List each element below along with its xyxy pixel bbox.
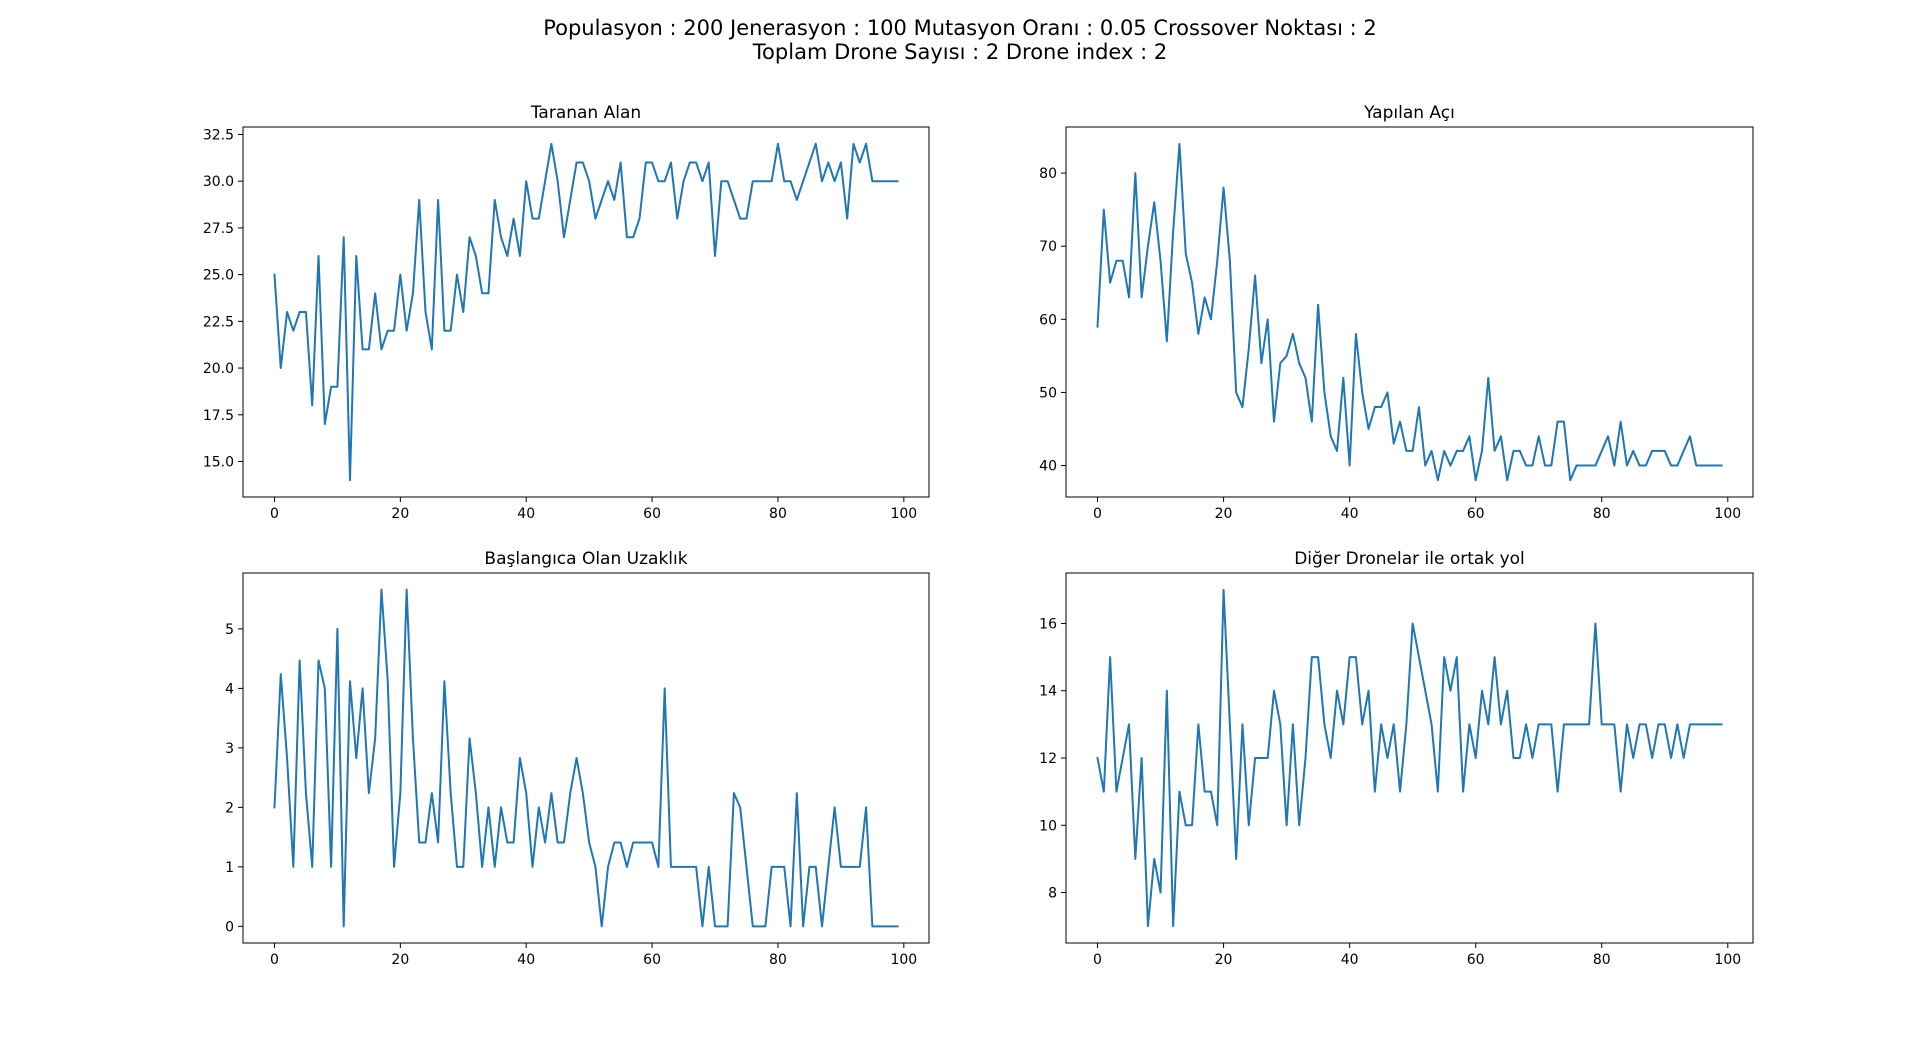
y-tick-label: 40 bbox=[1039, 459, 1057, 475]
y-tick-label: 27.5 bbox=[203, 221, 234, 237]
y-tick-label: 2 bbox=[225, 800, 234, 816]
x-tick-label: 60 bbox=[1467, 952, 1485, 968]
x-tick-label: 100 bbox=[890, 506, 917, 522]
y-tick-label: 8 bbox=[1048, 886, 1057, 902]
x-tick-label: 60 bbox=[1467, 506, 1485, 522]
y-tick-label: 22.5 bbox=[203, 314, 234, 330]
y-tick-label: 17.5 bbox=[203, 408, 234, 424]
y-tick-label: 16 bbox=[1039, 616, 1057, 632]
y-tick-label: 25.0 bbox=[203, 268, 234, 284]
y-tick-label: 70 bbox=[1039, 239, 1057, 255]
x-tick-label: 20 bbox=[391, 952, 409, 968]
y-tick-label: 0 bbox=[225, 919, 234, 935]
x-tick-label: 80 bbox=[1593, 952, 1611, 968]
series-line bbox=[1096, 588, 1723, 928]
x-tick-label: 60 bbox=[643, 952, 661, 968]
subplot-2: Yapılan Açı 0 20 40 60 80 100 40 50 60 70 80 bbox=[1039, 103, 1754, 522]
x-tick-label: 20 bbox=[391, 506, 409, 522]
x-tick-label: 100 bbox=[890, 952, 917, 968]
y-tick-label: 20.0 bbox=[203, 361, 234, 377]
axes-frame bbox=[242, 126, 930, 498]
y-tick-label: 5 bbox=[225, 622, 234, 638]
series-line bbox=[273, 588, 899, 928]
x-tick-label: 40 bbox=[1341, 506, 1359, 522]
subplot-3: Başlangıca Olan Uzaklık 0 20 40 60 80 100 0 1 2 3 4… bbox=[225, 549, 930, 968]
x-tick-label: 20 bbox=[1215, 506, 1233, 522]
subplot-title: Başlangıca Olan Uzaklık bbox=[484, 549, 687, 569]
series-line bbox=[273, 142, 899, 482]
x-tick-label: 0 bbox=[1093, 506, 1102, 522]
x-tick-label: 40 bbox=[517, 506, 535, 522]
y-tick-label: 12 bbox=[1039, 751, 1057, 767]
x-tick-label: 20 bbox=[1215, 952, 1233, 968]
y-tick-label: 14 bbox=[1039, 684, 1057, 700]
y-tick-label: 1 bbox=[225, 860, 234, 876]
x-tick-label: 0 bbox=[270, 952, 279, 968]
y-tick-label: 15.0 bbox=[203, 454, 234, 470]
y-tick-label: 50 bbox=[1039, 385, 1057, 401]
y-tick-label: 32.5 bbox=[203, 127, 234, 143]
x-tick-label: 80 bbox=[769, 952, 787, 968]
subplot-1: Taranan Alan 0 20 40 60 80 100 15.0 17.5 20.0 22.5… bbox=[203, 103, 930, 522]
x-tick-label: 40 bbox=[1341, 952, 1359, 968]
y-tick-label: 30.0 bbox=[203, 174, 234, 190]
axes-frame bbox=[1065, 126, 1754, 498]
axes-frame bbox=[242, 572, 930, 944]
y-tick-label: 4 bbox=[225, 681, 234, 697]
y-tick-label: 80 bbox=[1039, 166, 1057, 182]
figure-suptitle-line-1: Populasyon : 200 Jenerasyon : 100 Mutasy… bbox=[543, 16, 1377, 40]
x-tick-label: 100 bbox=[1714, 952, 1741, 968]
x-tick-label: 0 bbox=[270, 506, 279, 522]
figure-suptitle-line-2: Toplam Drone Sayısı : 2 Drone index : 2 bbox=[752, 40, 1168, 64]
series-line bbox=[1096, 142, 1723, 482]
x-tick-label: 100 bbox=[1714, 506, 1741, 522]
subplot-title: Diğer Dronelar ile ortak yol bbox=[1294, 549, 1525, 569]
x-tick-label: 0 bbox=[1093, 952, 1102, 968]
subplot-4: Diğer Dronelar ile ortak yol 0 20 40 60 80 100… bbox=[1039, 549, 1754, 968]
x-tick-label: 40 bbox=[517, 952, 535, 968]
y-tick-label: 10 bbox=[1039, 818, 1057, 834]
y-tick-label: 3 bbox=[225, 741, 234, 757]
y-tick-label: 60 bbox=[1039, 312, 1057, 328]
x-tick-label: 80 bbox=[1593, 506, 1611, 522]
x-tick-label: 80 bbox=[769, 506, 787, 522]
subplot-title: Yapılan Açı bbox=[1363, 103, 1455, 123]
subplot-title: Taranan Alan bbox=[530, 103, 641, 123]
x-tick-label: 60 bbox=[643, 506, 661, 522]
